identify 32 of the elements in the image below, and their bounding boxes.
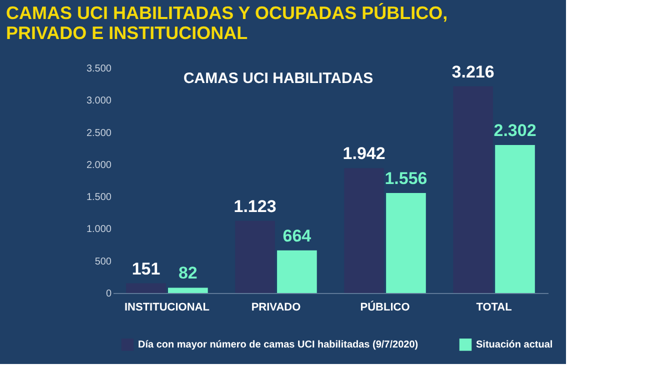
data-label: 664 — [282, 226, 312, 246]
chart-title: CAMAS UCI HABILITADAS Y OCUPADAS PÚBLICO, PRIVADO E INSTITUCIONAL — [6, 3, 448, 43]
data-label: 1.942 — [342, 144, 386, 164]
y-tick-label: 2.000 — [86, 160, 112, 171]
y-tick-label: 500 — [94, 256, 112, 268]
y-tick-label: 2.500 — [86, 128, 112, 139]
data-label: 3.216 — [452, 62, 494, 82]
y-tick-label: 3.500 — [86, 64, 112, 74]
y-tick-label: 0 — [106, 288, 112, 300]
x-tick-label: INSTITUCIONAL — [124, 302, 210, 314]
y-tick-label: 1.500 — [86, 192, 112, 204]
bar — [277, 250, 317, 293]
legend-label: Situación actual — [476, 340, 553, 351]
data-label: 82 — [178, 264, 198, 283]
annotation: CAMAS UCI HABILITADAS — [183, 70, 374, 87]
bar — [386, 192, 426, 293]
data-label: 1.123 — [234, 196, 276, 216]
x-tick-label: PÚBLICO — [360, 300, 410, 314]
data-label: 151 — [132, 259, 160, 278]
data-label: 1.556 — [384, 168, 428, 188]
data-label: 2.302 — [494, 121, 536, 140]
x-tick-label: PRIVADO — [251, 302, 302, 314]
bar — [168, 288, 208, 293]
bar — [495, 145, 535, 293]
bar — [453, 86, 493, 293]
bar — [344, 168, 384, 293]
legend-label: Día con mayor número de camas UCI habilitadas (9/7/2020) — [138, 340, 418, 351]
y-tick-label: 3.000 — [86, 96, 112, 107]
bar — [126, 283, 166, 293]
y-tick-label: 1.000 — [86, 224, 112, 236]
x-tick-label: TOTAL — [476, 302, 512, 314]
bar — [235, 220, 275, 293]
